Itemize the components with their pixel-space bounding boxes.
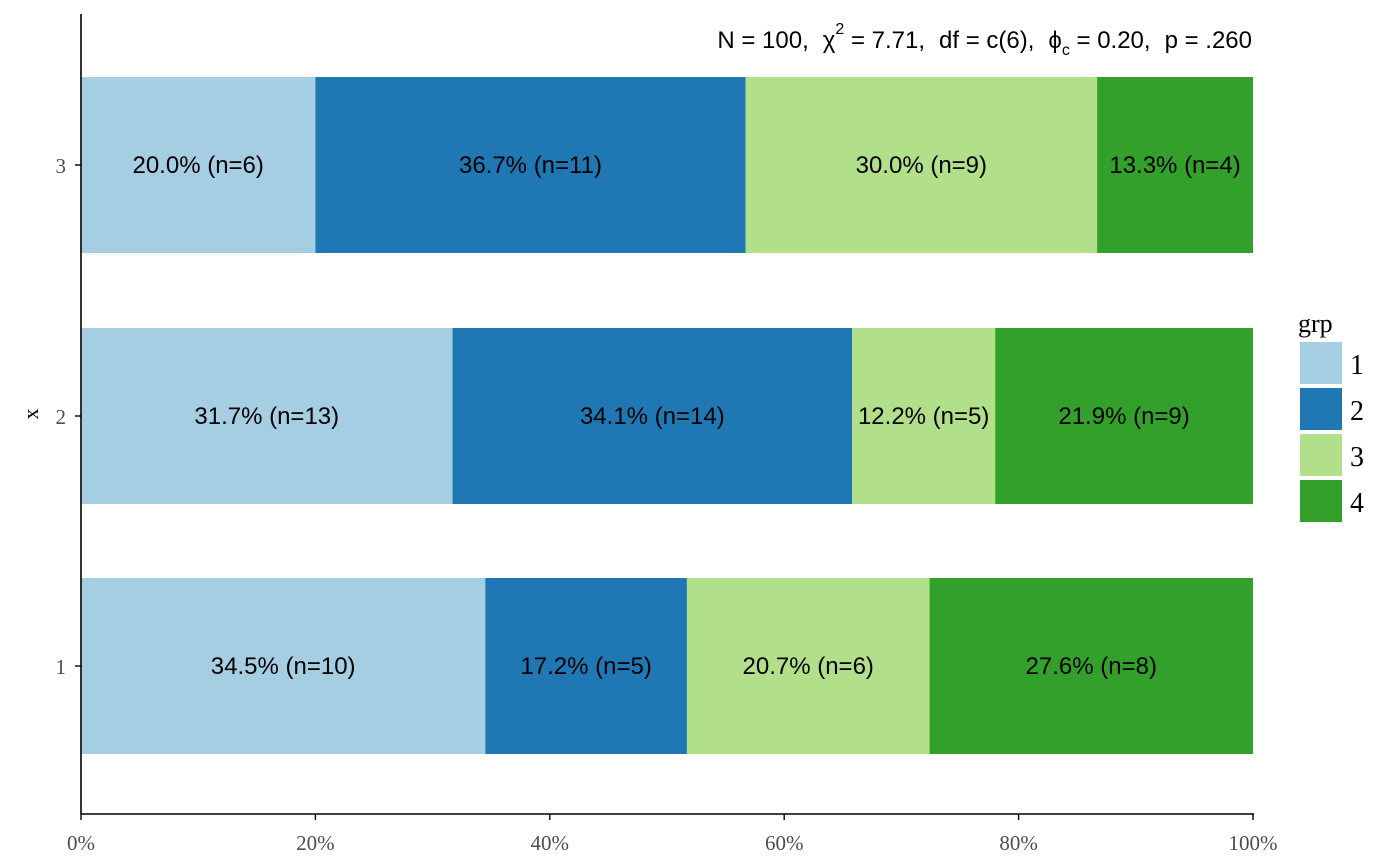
bar-x3-grp3 bbox=[745, 77, 1098, 253]
y-tick-label: 3 bbox=[56, 154, 67, 178]
bar-label-x1-grp2: 17.2% (n=5) bbox=[520, 653, 651, 680]
x-tick-label: 60% bbox=[765, 831, 804, 855]
bar-x1-grp3 bbox=[686, 578, 930, 754]
x-tick-label: 40% bbox=[531, 831, 570, 855]
legend-swatch-4 bbox=[1300, 480, 1342, 522]
y-tick-label: 1 bbox=[56, 655, 67, 679]
subtitle-phi-value: = 0.20, bbox=[1070, 27, 1151, 54]
subtitle-chi-superscript: 2 bbox=[835, 21, 844, 38]
legend-label-1: 1 bbox=[1350, 350, 1364, 381]
y-axis-ticks: 1 2 3 bbox=[56, 154, 81, 679]
bar-x1-grp2 bbox=[485, 578, 687, 754]
bar-x2-grp1 bbox=[81, 328, 453, 504]
bar-label-x2-grp3: 12.2% (n=5) bbox=[858, 403, 989, 430]
subtitle-n: N = 100, bbox=[717, 27, 808, 54]
legend-label-4: 4 bbox=[1350, 488, 1364, 519]
y-axis-title: x bbox=[18, 409, 43, 420]
bar-labels-layer: 34.5% (n=10) 17.2% (n=5) 20.7% (n=6) 27.6% … bbox=[132, 152, 1240, 680]
legend-swatch-3 bbox=[1300, 434, 1342, 476]
subtitle-chi-symbol: χ bbox=[823, 27, 836, 54]
bar-label-x2-grp2: 34.1% (n=14) bbox=[580, 403, 725, 430]
bar-x1-grp4 bbox=[929, 578, 1253, 754]
bar-label-x3-grp4: 13.3% (n=4) bbox=[1109, 152, 1240, 179]
bar-label-x2-grp4: 21.9% (n=9) bbox=[1058, 403, 1189, 430]
bar-x3-grp1 bbox=[81, 77, 316, 253]
subtitle-chi-value: = 7.71, bbox=[844, 27, 925, 54]
x-tick-label: 20% bbox=[296, 831, 335, 855]
bars-layer bbox=[81, 77, 1253, 754]
x-axis-ticks: 0% 20% 40% 60% 80% 100% bbox=[67, 814, 1278, 855]
bar-x2-grp4 bbox=[995, 328, 1253, 504]
bar-label-x1-grp4: 27.6% (n=8) bbox=[1026, 653, 1157, 680]
x-tick-label: 0% bbox=[67, 831, 95, 855]
x-tick-label: 80% bbox=[999, 831, 1038, 855]
bar-label-x2-grp1: 31.7% (n=13) bbox=[194, 403, 339, 430]
legend-label-3: 3 bbox=[1350, 442, 1364, 473]
subtitle-phi-subscript: c bbox=[1062, 42, 1070, 59]
bar-label-x3-grp2: 36.7% (n=11) bbox=[459, 152, 602, 179]
legend-swatch-1 bbox=[1300, 342, 1342, 384]
legend-items: 1 2 3 4 bbox=[1300, 342, 1364, 522]
legend-label-2: 2 bbox=[1350, 396, 1364, 427]
y-tick-label: 2 bbox=[56, 405, 67, 429]
bar-x3-grp4 bbox=[1097, 77, 1253, 253]
legend-swatch-2 bbox=[1300, 388, 1342, 430]
bar-label-x1-grp3: 20.7% (n=6) bbox=[743, 653, 874, 680]
x-tick-label: 100% bbox=[1229, 831, 1278, 855]
subtitle-p: p = .260 bbox=[1165, 27, 1252, 54]
bar-x3-grp2 bbox=[315, 77, 746, 253]
bar-x2-grp2 bbox=[452, 328, 853, 504]
bar-label-x1-grp1: 34.5% (n=10) bbox=[211, 653, 356, 680]
subtitle-df: df = c(6), bbox=[939, 27, 1034, 54]
chart-subtitle-stats: N = 100, χ2 = 7.71, df = c(6), ϕc = 0.20, p … bbox=[717, 21, 1252, 59]
subtitle-phi-symbol: ϕ bbox=[1048, 27, 1061, 54]
bar-x2-grp3 bbox=[852, 328, 996, 504]
legend-title: grp bbox=[1298, 309, 1333, 338]
bar-label-x3-grp3: 30.0% (n=9) bbox=[856, 152, 987, 179]
legend: grp 1 2 3 4 bbox=[1298, 309, 1364, 522]
bar-x1-grp1 bbox=[81, 578, 486, 754]
bar-label-x3-grp1: 20.0% (n=6) bbox=[132, 152, 263, 179]
